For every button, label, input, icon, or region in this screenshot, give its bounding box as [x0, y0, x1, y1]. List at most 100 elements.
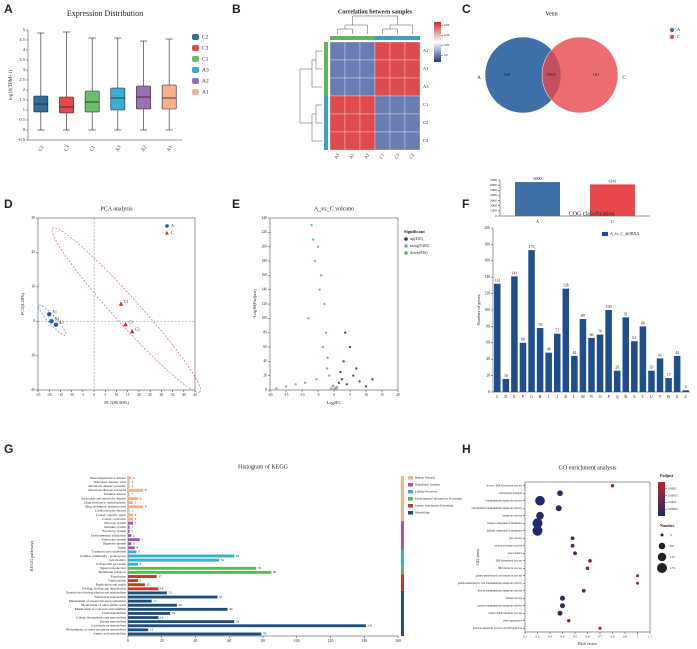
x-tick-label: C [611, 219, 614, 224]
colorbar-tick-label: 0.99 [444, 23, 450, 27]
cell [389, 77, 406, 97]
value-label: 6 [140, 562, 142, 566]
value-label: 18 [160, 615, 164, 619]
x-tick-label: U [650, 394, 653, 399]
set-label: C [622, 76, 626, 81]
value-label: 23 [168, 591, 172, 595]
y-tick-label: 0 [495, 214, 497, 218]
category-label: IMP metabolic process [498, 567, 522, 570]
x-axis-label: Rich factor [578, 641, 597, 646]
value-label: 141 [512, 271, 518, 275]
category-label: Lipid metabolism [102, 611, 126, 615]
value-label: 7 [141, 537, 143, 541]
point [326, 356, 329, 359]
bar [631, 341, 638, 392]
x-tick-label: Z [684, 394, 687, 399]
value-label: 59 [229, 607, 233, 611]
legend-swatch [192, 78, 199, 84]
bar [128, 521, 134, 525]
y-tick-label: 0 [23, 127, 26, 132]
y-tick-label: 40 [263, 359, 267, 363]
bar [128, 493, 130, 496]
x-tick-label: 0.5 [573, 635, 577, 639]
x-tick-label: 30 [160, 393, 164, 397]
point [304, 381, 307, 385]
size-legend-dot [657, 552, 667, 562]
value-label: 91 [624, 312, 628, 316]
x-tick-label: -20 [47, 393, 52, 397]
bar [128, 476, 132, 480]
bar [128, 570, 272, 574]
legend-label: nosig(5392) [410, 243, 430, 248]
cell [389, 113, 406, 133]
cell [374, 131, 391, 151]
legend-label: A2 [202, 78, 209, 84]
set-label: A [477, 76, 481, 81]
point [371, 378, 374, 381]
x-tick-label: -20 [268, 393, 273, 397]
panel-label: A [4, 2, 13, 16]
value-label: 85 [273, 570, 277, 574]
chart-title: GO enrichment analysis [559, 465, 618, 471]
dot [570, 543, 575, 548]
bar [128, 554, 235, 558]
x-tick-label: G [530, 394, 533, 399]
x-tick-label: 5 [349, 393, 351, 397]
x-tick-label: A2 [141, 145, 149, 153]
x-tick-label: -10 [300, 393, 305, 397]
point-label: C2 [135, 327, 140, 331]
category-label: Glycan biosynthesis and metabolism [76, 615, 126, 619]
category-label: Transcription [108, 578, 126, 582]
bar [545, 352, 552, 392]
venn-only: 181 [593, 72, 600, 77]
x-tick-label: 0.8 [611, 635, 615, 639]
y-axis-label: GO term [475, 549, 480, 565]
group-stripe [401, 574, 404, 591]
y-axis-label: PC2(4.28%) [20, 292, 25, 315]
group-stripe [401, 549, 404, 567]
chart-title: COG classification [569, 210, 615, 217]
point [318, 288, 321, 291]
point [130, 328, 135, 334]
bar [511, 276, 518, 392]
bar [128, 538, 140, 542]
legend-swatch [192, 89, 199, 95]
category-label: Digestive system [103, 541, 127, 545]
value-label: 18 [160, 587, 164, 591]
x-tick-label: A1 [166, 145, 174, 153]
category-label: transmembrane transporter activity [486, 499, 523, 502]
category-label: Endocrine system [102, 537, 127, 541]
cell [374, 95, 391, 115]
value-label: 9 [145, 488, 147, 492]
x-axis-label: Log2FC [326, 400, 341, 405]
dot [598, 626, 602, 630]
legend-swatch [165, 224, 169, 228]
x-tick-label: R [624, 394, 627, 399]
legend-swatch [669, 27, 675, 33]
legend-swatch [602, 232, 608, 236]
point [328, 374, 331, 377]
y-tick-label: 60 [263, 345, 267, 349]
cell [404, 41, 421, 61]
legend-swatch [165, 230, 169, 235]
dot [536, 511, 544, 520]
x-tick-label: -15 [284, 393, 289, 397]
value-label: 66 [590, 333, 594, 337]
x-tick-label: 15 [126, 393, 130, 397]
dendrogram [299, 50, 322, 142]
y-tick-label: 0 [488, 390, 490, 394]
dot [557, 490, 563, 497]
value-label: 1 [131, 509, 133, 513]
value-label: 3 [135, 521, 137, 525]
x-tick-label: A [536, 219, 540, 224]
y-tick-label: -0.5 [18, 137, 26, 142]
category-label: Energy metabolism [100, 619, 127, 623]
cell [389, 41, 406, 61]
group-bar [330, 36, 375, 40]
x-tick-label: C [496, 394, 499, 399]
value-label: 10 [146, 582, 150, 586]
cell [404, 59, 421, 79]
point [284, 385, 288, 388]
y-axis-label: log10(TPM+1) [9, 70, 14, 101]
legend-swatch [408, 476, 413, 480]
